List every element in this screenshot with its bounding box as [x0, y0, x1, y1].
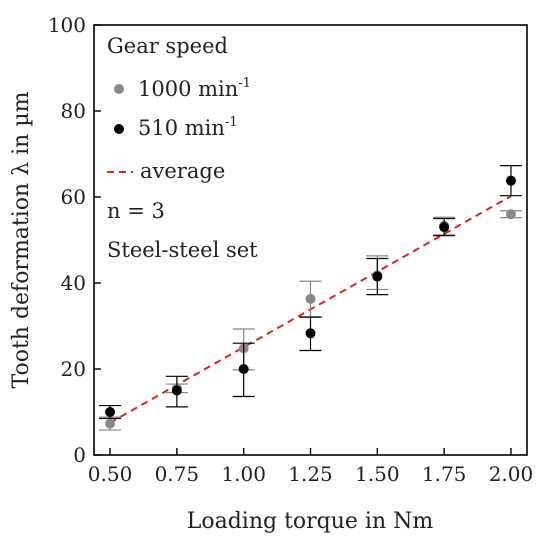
x-tick-label: 0.50: [88, 462, 133, 486]
x-tick-label: 2.00: [489, 462, 534, 486]
series-510-point: [105, 407, 116, 417]
y-tick-label: 20: [61, 357, 86, 381]
legend-title: Gear speed: [107, 34, 228, 58]
series-1000-point: [105, 418, 116, 429]
x-tick-label: 1.25: [288, 462, 333, 486]
series-510-point: [171, 385, 182, 396]
series-510-point: [305, 328, 316, 339]
legend-label-510-sup: -1: [225, 115, 238, 130]
x-tick-label: 1.00: [221, 462, 266, 486]
legend-label-510: 510 min-1: [138, 115, 238, 140]
legend-note-material: Steel-steel set: [107, 238, 258, 262]
x-tick-label: 1.50: [355, 462, 400, 486]
series-510-point: [238, 364, 249, 374]
x-tick-label: 1.75: [422, 462, 467, 486]
x-tick-label: 0.75: [155, 462, 200, 486]
series-510-point: [505, 175, 516, 186]
y-tick-label: 100: [48, 13, 86, 37]
series-1000-point: [305, 293, 316, 304]
series-1000-point: [505, 209, 516, 220]
legend: Gear speed 1000 min-1 510 min-1 average …: [107, 34, 258, 262]
series-510-point: [439, 222, 450, 233]
legend-label-average: average: [140, 159, 225, 183]
x-axis-ticks: 0.50 0.75 1.00 1.25 1.50 1.75 2.00: [88, 448, 533, 486]
y-tick-label: 60: [61, 185, 86, 209]
y-tick-label: 0: [73, 443, 86, 467]
series-510-point: [372, 271, 383, 282]
legend-note-sample-size: n = 3: [107, 199, 165, 223]
y-tick-label: 40: [61, 271, 86, 295]
legend-label-510-main: 510 min: [138, 116, 225, 140]
x-axis-title: Loading torque in Nm: [187, 509, 434, 534]
y-axis-ticks: 0 20 40 60 80 100: [48, 13, 101, 467]
y-tick-label: 80: [61, 99, 86, 123]
y-axis-title: Tooth deformation λ in µm: [9, 91, 34, 388]
legend-label-1000-main: 1000 min: [138, 77, 238, 101]
legend-label-1000: 1000 min-1: [138, 76, 251, 101]
legend-marker-510: [114, 124, 124, 134]
legend-label-1000-sup: -1: [238, 76, 251, 91]
legend-marker-1000: [114, 84, 124, 94]
series-layer: [99, 165, 522, 431]
